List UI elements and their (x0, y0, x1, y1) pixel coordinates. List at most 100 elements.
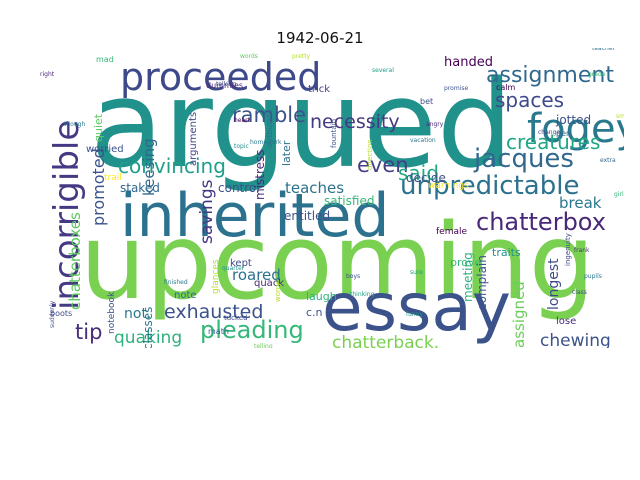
word-cloud-word: chatterboxes (66, 212, 84, 310)
word-cloud-word: said (398, 161, 439, 185)
word-cloud-word: ramble (232, 103, 306, 127)
word-cloud-word: telling (254, 343, 273, 348)
word-cloud-word: fault (40, 270, 42, 284)
word-cloud-word: note (174, 290, 197, 301)
word-cloud-word: decide (406, 171, 446, 185)
word-cloud-word: fountain (330, 119, 338, 148)
word-cloud-word: ingenuity (564, 233, 572, 266)
word-cloud-word: later (280, 140, 293, 166)
word-cloud-word: tip (75, 320, 102, 344)
word-cloud-word: chewing (540, 331, 611, 348)
word-cloud-word: argued (90, 56, 513, 195)
word-cloud-word: upcoming (80, 201, 595, 323)
word-cloud-word: spaces (495, 88, 564, 112)
word-cloud-word: homework (250, 139, 282, 146)
word-cloud-word: thinking (350, 291, 375, 298)
word-cloud-word: satisfied (324, 194, 374, 208)
word-cloud-word: suddenly (49, 300, 56, 328)
word-cloud-word: topic (234, 143, 249, 150)
word-cloud-word: handed (444, 55, 493, 70)
word-cloud-word: words (240, 53, 258, 60)
word-cloud-background (40, 48, 624, 348)
word-cloud-word: assigned (510, 281, 528, 348)
word-cloud-word: pretty (292, 53, 311, 60)
word-cloud-word: calm (496, 83, 516, 92)
word-cloud-word: pupils (584, 273, 602, 280)
word-cloud-word: chatterbox (476, 208, 606, 236)
word-cloud-word: teaches (285, 179, 344, 197)
word-cloud-word: complain (475, 255, 489, 310)
word-cloud-word: heart (234, 117, 251, 124)
word-cloud-word: finished (164, 279, 188, 286)
word-cloud-word: pen (556, 129, 571, 138)
word-cloud-word: boys (346, 273, 360, 280)
word-cloud-word: jotted (555, 113, 591, 127)
word-cloud-word: assignment (486, 63, 614, 88)
word-cloud-word: entitled (284, 209, 330, 223)
word-cloud-word: exhausted (164, 301, 263, 323)
word-cloud-word: staked (120, 181, 160, 195)
word-cloud-word: direction (366, 139, 374, 170)
word-cloud-word: change (538, 129, 560, 136)
word-cloud-word: frank (574, 247, 590, 254)
word-cloud-word: mistress (253, 149, 267, 200)
word-cloud-word: female (436, 227, 467, 237)
word-cloud-word: control (218, 181, 260, 195)
word-cloud-word: smile (616, 113, 624, 120)
word-cloud-word: outbursts (265, 110, 274, 148)
word-cloud-word: lose (556, 316, 576, 327)
word-cloud-word: laugh (306, 290, 337, 303)
word-cloud-word: girls (614, 191, 624, 198)
word-cloud-word: promoted (89, 148, 108, 226)
word-cloud-word: mad (96, 55, 114, 64)
word-cloud-word: though (64, 121, 85, 128)
word-cloud-word: vacation (410, 137, 436, 144)
word-cloud-word: necessity (310, 111, 400, 133)
word-cloud-word: quarter (222, 265, 245, 272)
word-cloud-word: unpredictable (400, 171, 579, 201)
word-cloud-word: boots (50, 309, 72, 318)
word-cloud-word: traits (492, 246, 521, 259)
figure-title: 1942-06-21 (276, 29, 364, 47)
word-cloud-word: bet (420, 97, 433, 106)
word-cloud-word: fogey (527, 106, 624, 152)
word-cloud-word: sure (410, 269, 423, 276)
word-cloud-word: warnings (428, 181, 469, 191)
word-cloud-word: meeting (461, 252, 475, 302)
word-cloud-word: convincing (118, 154, 226, 178)
word-cloud-word: keesing (140, 138, 158, 196)
word-cloud-word: angry (426, 121, 444, 128)
word-cloud-word: worried (86, 144, 124, 155)
word-cloud-word: class (572, 289, 587, 296)
word-cloud-word: classes (141, 307, 155, 348)
word-cloud-word: prove (450, 256, 482, 269)
word-cloud-word: c.n (306, 306, 323, 319)
word-cloud-word: tucked (224, 314, 248, 322)
word-cloud-word: teacher (592, 48, 616, 52)
word-cloud-word: break (559, 194, 602, 212)
word-cloud-word: promise (444, 85, 468, 92)
word-cloud-word: jacques (473, 144, 574, 174)
word-cloud-word: glances (211, 259, 221, 294)
word-cloud-word: pleading (200, 316, 304, 344)
word-cloud-word: quaking (114, 328, 182, 348)
word-cloud-word: dummies (206, 81, 243, 90)
word-cloud-word: arguments (188, 112, 199, 166)
word-cloud-word: trick (308, 84, 330, 95)
word-cloud-word: proceeded (120, 55, 321, 99)
word-cloud-word: longest (546, 258, 562, 310)
word-cloud-word: savings (197, 179, 217, 244)
word-cloud-word: quiet (92, 113, 105, 142)
word-cloud-word: several (372, 67, 394, 74)
word-cloud-word: talking (216, 81, 237, 88)
word-cloud-word: worry (274, 282, 282, 302)
word-cloud-word: funny (406, 311, 424, 318)
word-cloud-word: grade (588, 71, 606, 78)
word-cloud-word: extra (600, 157, 616, 164)
word-cloud-word: inherited (120, 181, 390, 251)
word-cloud-word: even (357, 153, 409, 177)
word-cloud-word: not. (124, 306, 151, 322)
word-cloud-word: incorrigible (47, 120, 87, 310)
